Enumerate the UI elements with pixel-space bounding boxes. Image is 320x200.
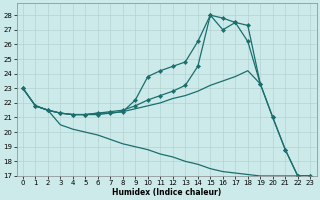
X-axis label: Humidex (Indice chaleur): Humidex (Indice chaleur)	[112, 188, 221, 197]
